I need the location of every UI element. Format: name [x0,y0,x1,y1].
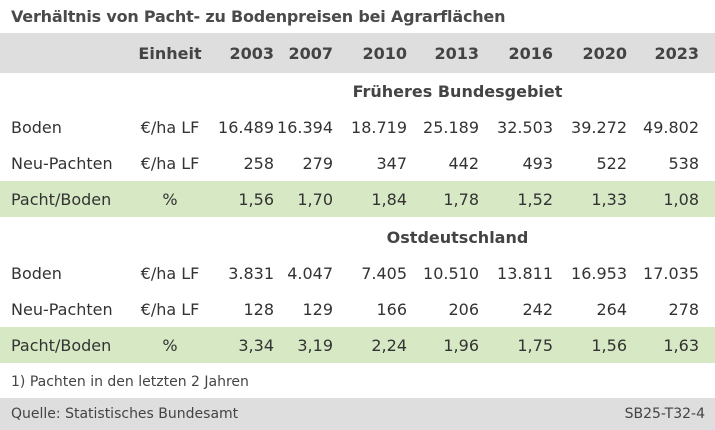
table-cell: 16.394 [277,117,333,137]
table-cell: 1,78 [443,189,479,209]
row-label: Pacht/Boden [11,189,112,209]
table-cell: 522 [596,153,627,173]
row-unit: % [162,335,178,355]
table-cell: 242 [522,299,553,319]
table-cell: 10.510 [423,263,479,283]
header-year: 2010 [362,43,407,63]
table-cell: 1,33 [591,189,627,209]
table-row: Neu-Pachten €/ha LF 258 279 347 442 493 … [0,145,715,181]
row-label: Boden [11,263,62,283]
row-unit: €/ha LF [140,153,200,173]
table-cell: 2,24 [371,335,407,355]
table-cell: 278 [668,299,699,319]
table-cell: 1,56 [238,189,274,209]
table-cell: 1,84 [371,189,407,209]
table-cell: 1,96 [443,335,479,355]
table-row: Neu-Pachten €/ha LF 128 129 166 206 242 … [0,291,715,327]
table-cell: 1,52 [517,189,553,209]
row-label: Pacht/Boden [11,335,112,355]
row-unit: €/ha LF [140,117,200,137]
table-cell: 166 [376,299,407,319]
header-year: 2023 [654,43,699,63]
table-title: Verhältnis von Pacht- zu Bodenpreisen be… [11,7,506,26]
row-unit: % [162,189,178,209]
table-cell: 16.953 [571,263,627,283]
table-cell: 493 [522,153,553,173]
table-code: SB25-T32-4 [624,406,705,422]
source-footer: Quelle: Statistisches Bundesamt SB25-T32… [0,398,715,430]
row-label: Boden [11,117,62,137]
table-cell: 258 [243,153,274,173]
table-cell: 3,34 [238,335,274,355]
table-cell: 49.802 [643,117,699,137]
table-cell: 1,56 [591,335,627,355]
table-cell: 17.035 [643,263,699,283]
table-cell: 264 [596,299,627,319]
table-cell: 279 [302,153,333,173]
header-year: 2003 [229,43,274,63]
footnote: 1) Pachten in den letzten 2 Jahren [11,374,249,390]
row-label: Neu-Pachten [11,153,113,173]
table-cell: 13.811 [497,263,553,283]
row-label: Neu-Pachten [11,299,113,319]
table-cell: 4.047 [287,263,333,283]
table-cell: 206 [448,299,479,319]
table-cell: 347 [376,153,407,173]
table-cell: 32.503 [497,117,553,137]
section-heading: Ostdeutschland [386,227,529,247]
table-cell: 39.272 [571,117,627,137]
table-cell: 129 [302,299,333,319]
table-cell: 1,75 [517,335,553,355]
table-cell: 538 [668,153,699,173]
header-year: 2020 [582,43,627,63]
row-unit: €/ha LF [140,263,200,283]
header-unit: Einheit [138,43,202,63]
table-cell: 7.405 [361,263,407,283]
header-year: 2007 [288,43,333,63]
table-cell: 1,08 [663,189,699,209]
table-row-highlight: Pacht/Boden % 1,56 1,70 1,84 1,78 1,52 1… [0,181,715,217]
table-cell: 25.189 [423,117,479,137]
row-unit: €/ha LF [140,299,200,319]
table-row: Boden €/ha LF 16.489 16.394 18.719 25.18… [0,109,715,145]
table-cell: 1,63 [663,335,699,355]
table-cell: 16.489 [218,117,274,137]
table-cell: 442 [448,153,479,173]
table-cell: 128 [243,299,274,319]
table-cell: 3.831 [228,263,274,283]
table-cell: 18.719 [351,117,407,137]
table-row: Boden €/ha LF 3.831 4.047 7.405 10.510 1… [0,255,715,291]
table-cell: 1,70 [297,189,333,209]
section-heading: Früheres Bundesgebiet [352,81,563,101]
header-year: 2013 [434,43,479,63]
header-year: 2016 [508,43,553,63]
table-row-highlight: Pacht/Boden % 3,34 3,19 2,24 1,96 1,75 1… [0,327,715,363]
table-cell: 3,19 [297,335,333,355]
table-header: Einheit 2003 2007 2010 2013 2016 2020 20… [0,33,715,73]
source-text: Quelle: Statistisches Bundesamt [11,406,239,422]
